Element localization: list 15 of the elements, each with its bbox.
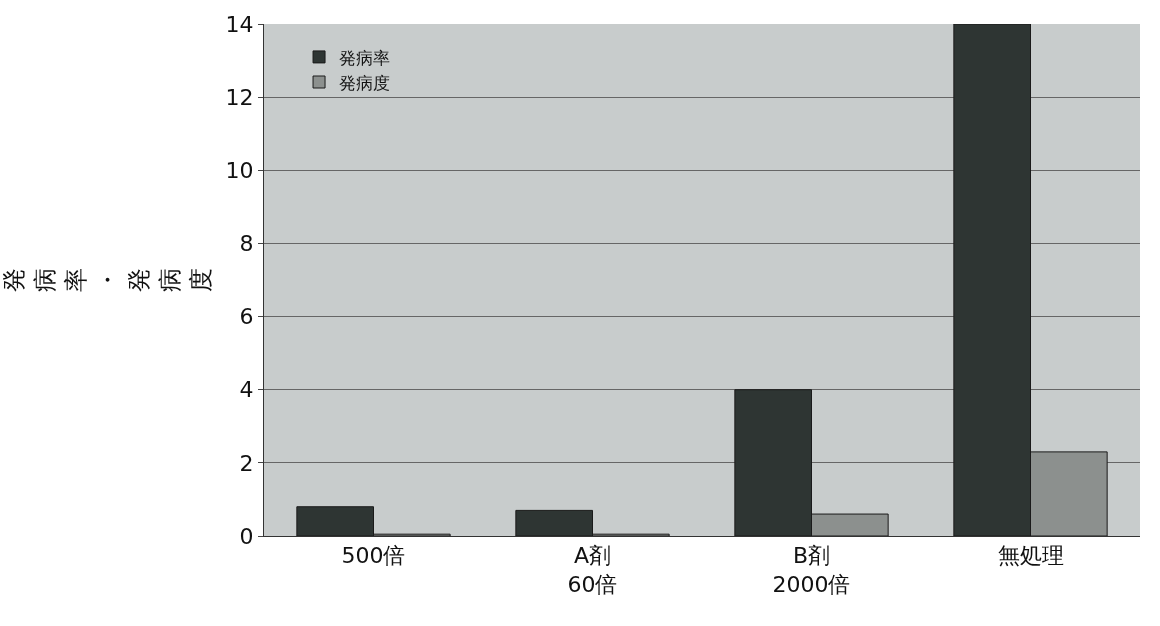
y-tick-label: 0 — [239, 523, 254, 549]
x-tick-label: 500倍 — [341, 543, 406, 569]
x-tick-label: B剤 2000倍 — [772, 543, 851, 597]
y-tick-label: 6 — [239, 304, 254, 330]
x-tick-label: 無処理 — [997, 543, 1064, 569]
y-tick-label: 4 — [239, 377, 254, 403]
y-axis-title: 発病率・発病度 — [0, 268, 216, 292]
legend-label: 発病度 — [339, 72, 391, 93]
legend-label: 発病率 — [339, 47, 391, 68]
x-tick-label: A剤 60倍 — [567, 543, 618, 597]
y-tick-label: 10 — [225, 157, 254, 183]
y-tick-label: 8 — [239, 231, 254, 257]
y-tick-label: 14 — [225, 11, 254, 37]
y-tick-label: 2 — [239, 450, 254, 476]
y-tick-label: 12 — [225, 84, 254, 110]
